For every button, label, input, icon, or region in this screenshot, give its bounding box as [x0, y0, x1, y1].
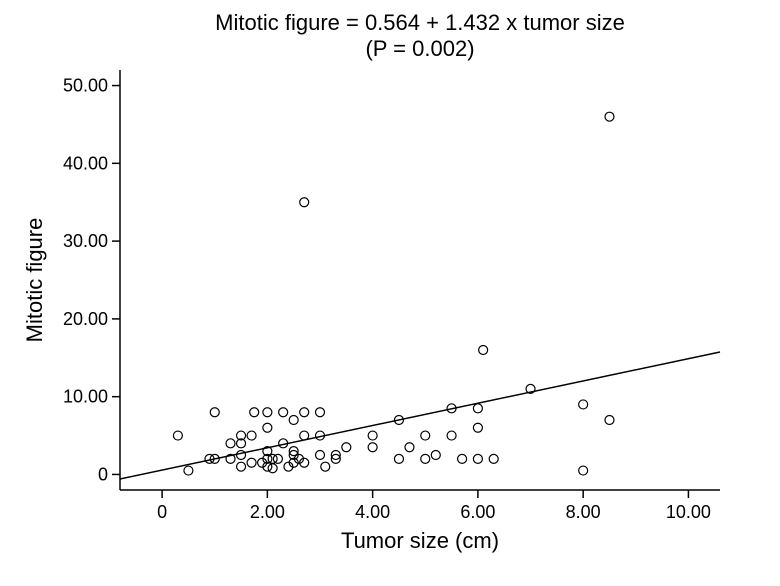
svg-text:10.00: 10.00 — [666, 502, 711, 522]
data-point — [300, 408, 309, 417]
svg-text:30.00: 30.00 — [63, 231, 108, 251]
svg-text:10.00: 10.00 — [63, 387, 108, 407]
chart-title-line2: (P = 0.002) — [365, 36, 474, 61]
scatter-chart: Mitotic figure = 0.564 + 1.432 x tumor s… — [0, 0, 780, 586]
axes-group — [120, 70, 720, 490]
data-point — [247, 431, 256, 440]
data-point — [237, 462, 246, 471]
data-point — [579, 400, 588, 409]
data-point — [579, 466, 588, 475]
data-point — [279, 408, 288, 417]
svg-text:20.00: 20.00 — [63, 309, 108, 329]
data-point — [473, 404, 482, 413]
x-ticks: 0 2.00 4.00 6.00 8.00 10.00 — [157, 490, 711, 522]
svg-text:4.00: 4.00 — [355, 502, 390, 522]
data-point — [431, 451, 440, 460]
data-point — [250, 408, 259, 417]
data-point — [489, 454, 498, 463]
svg-text:8.00: 8.00 — [566, 502, 601, 522]
data-point — [368, 443, 377, 452]
data-point — [605, 112, 614, 121]
data-point — [263, 408, 272, 417]
svg-text:2.00: 2.00 — [250, 502, 285, 522]
data-point — [289, 416, 298, 425]
chart-svg: Mitotic figure = 0.564 + 1.432 x tumor s… — [0, 0, 780, 586]
data-point — [268, 454, 277, 463]
data-point — [394, 454, 403, 463]
data-point — [421, 454, 430, 463]
data-point — [247, 458, 256, 467]
data-point — [316, 451, 325, 460]
data-point — [316, 408, 325, 417]
data-point — [605, 416, 614, 425]
svg-text:0: 0 — [98, 464, 108, 484]
data-point — [473, 423, 482, 432]
svg-text:50.00: 50.00 — [63, 76, 108, 96]
data-point — [458, 454, 467, 463]
data-point — [479, 346, 488, 355]
data-point — [263, 423, 272, 432]
data-point — [342, 443, 351, 452]
chart-title-line1: Mitotic figure = 0.564 + 1.432 x tumor s… — [215, 10, 625, 35]
data-point — [184, 466, 193, 475]
y-axis-label: Mitotic figure — [22, 218, 47, 343]
data-point — [421, 431, 430, 440]
svg-text:6.00: 6.00 — [460, 502, 495, 522]
data-point — [405, 443, 414, 452]
data-point — [300, 198, 309, 207]
data-point — [173, 431, 182, 440]
data-point — [226, 439, 235, 448]
data-point — [273, 454, 282, 463]
data-point — [368, 431, 377, 440]
data-point — [210, 408, 219, 417]
data-point — [473, 454, 482, 463]
data-point — [237, 451, 246, 460]
data-point — [447, 431, 456, 440]
data-point — [321, 462, 330, 471]
y-ticks: 0 10.00 20.00 30.00 40.00 50.00 — [63, 76, 120, 485]
svg-text:40.00: 40.00 — [63, 153, 108, 173]
svg-text:0: 0 — [157, 502, 167, 522]
data-point — [300, 431, 309, 440]
x-axis-label: Tumor size (cm) — [341, 528, 499, 553]
data-point — [268, 464, 277, 473]
